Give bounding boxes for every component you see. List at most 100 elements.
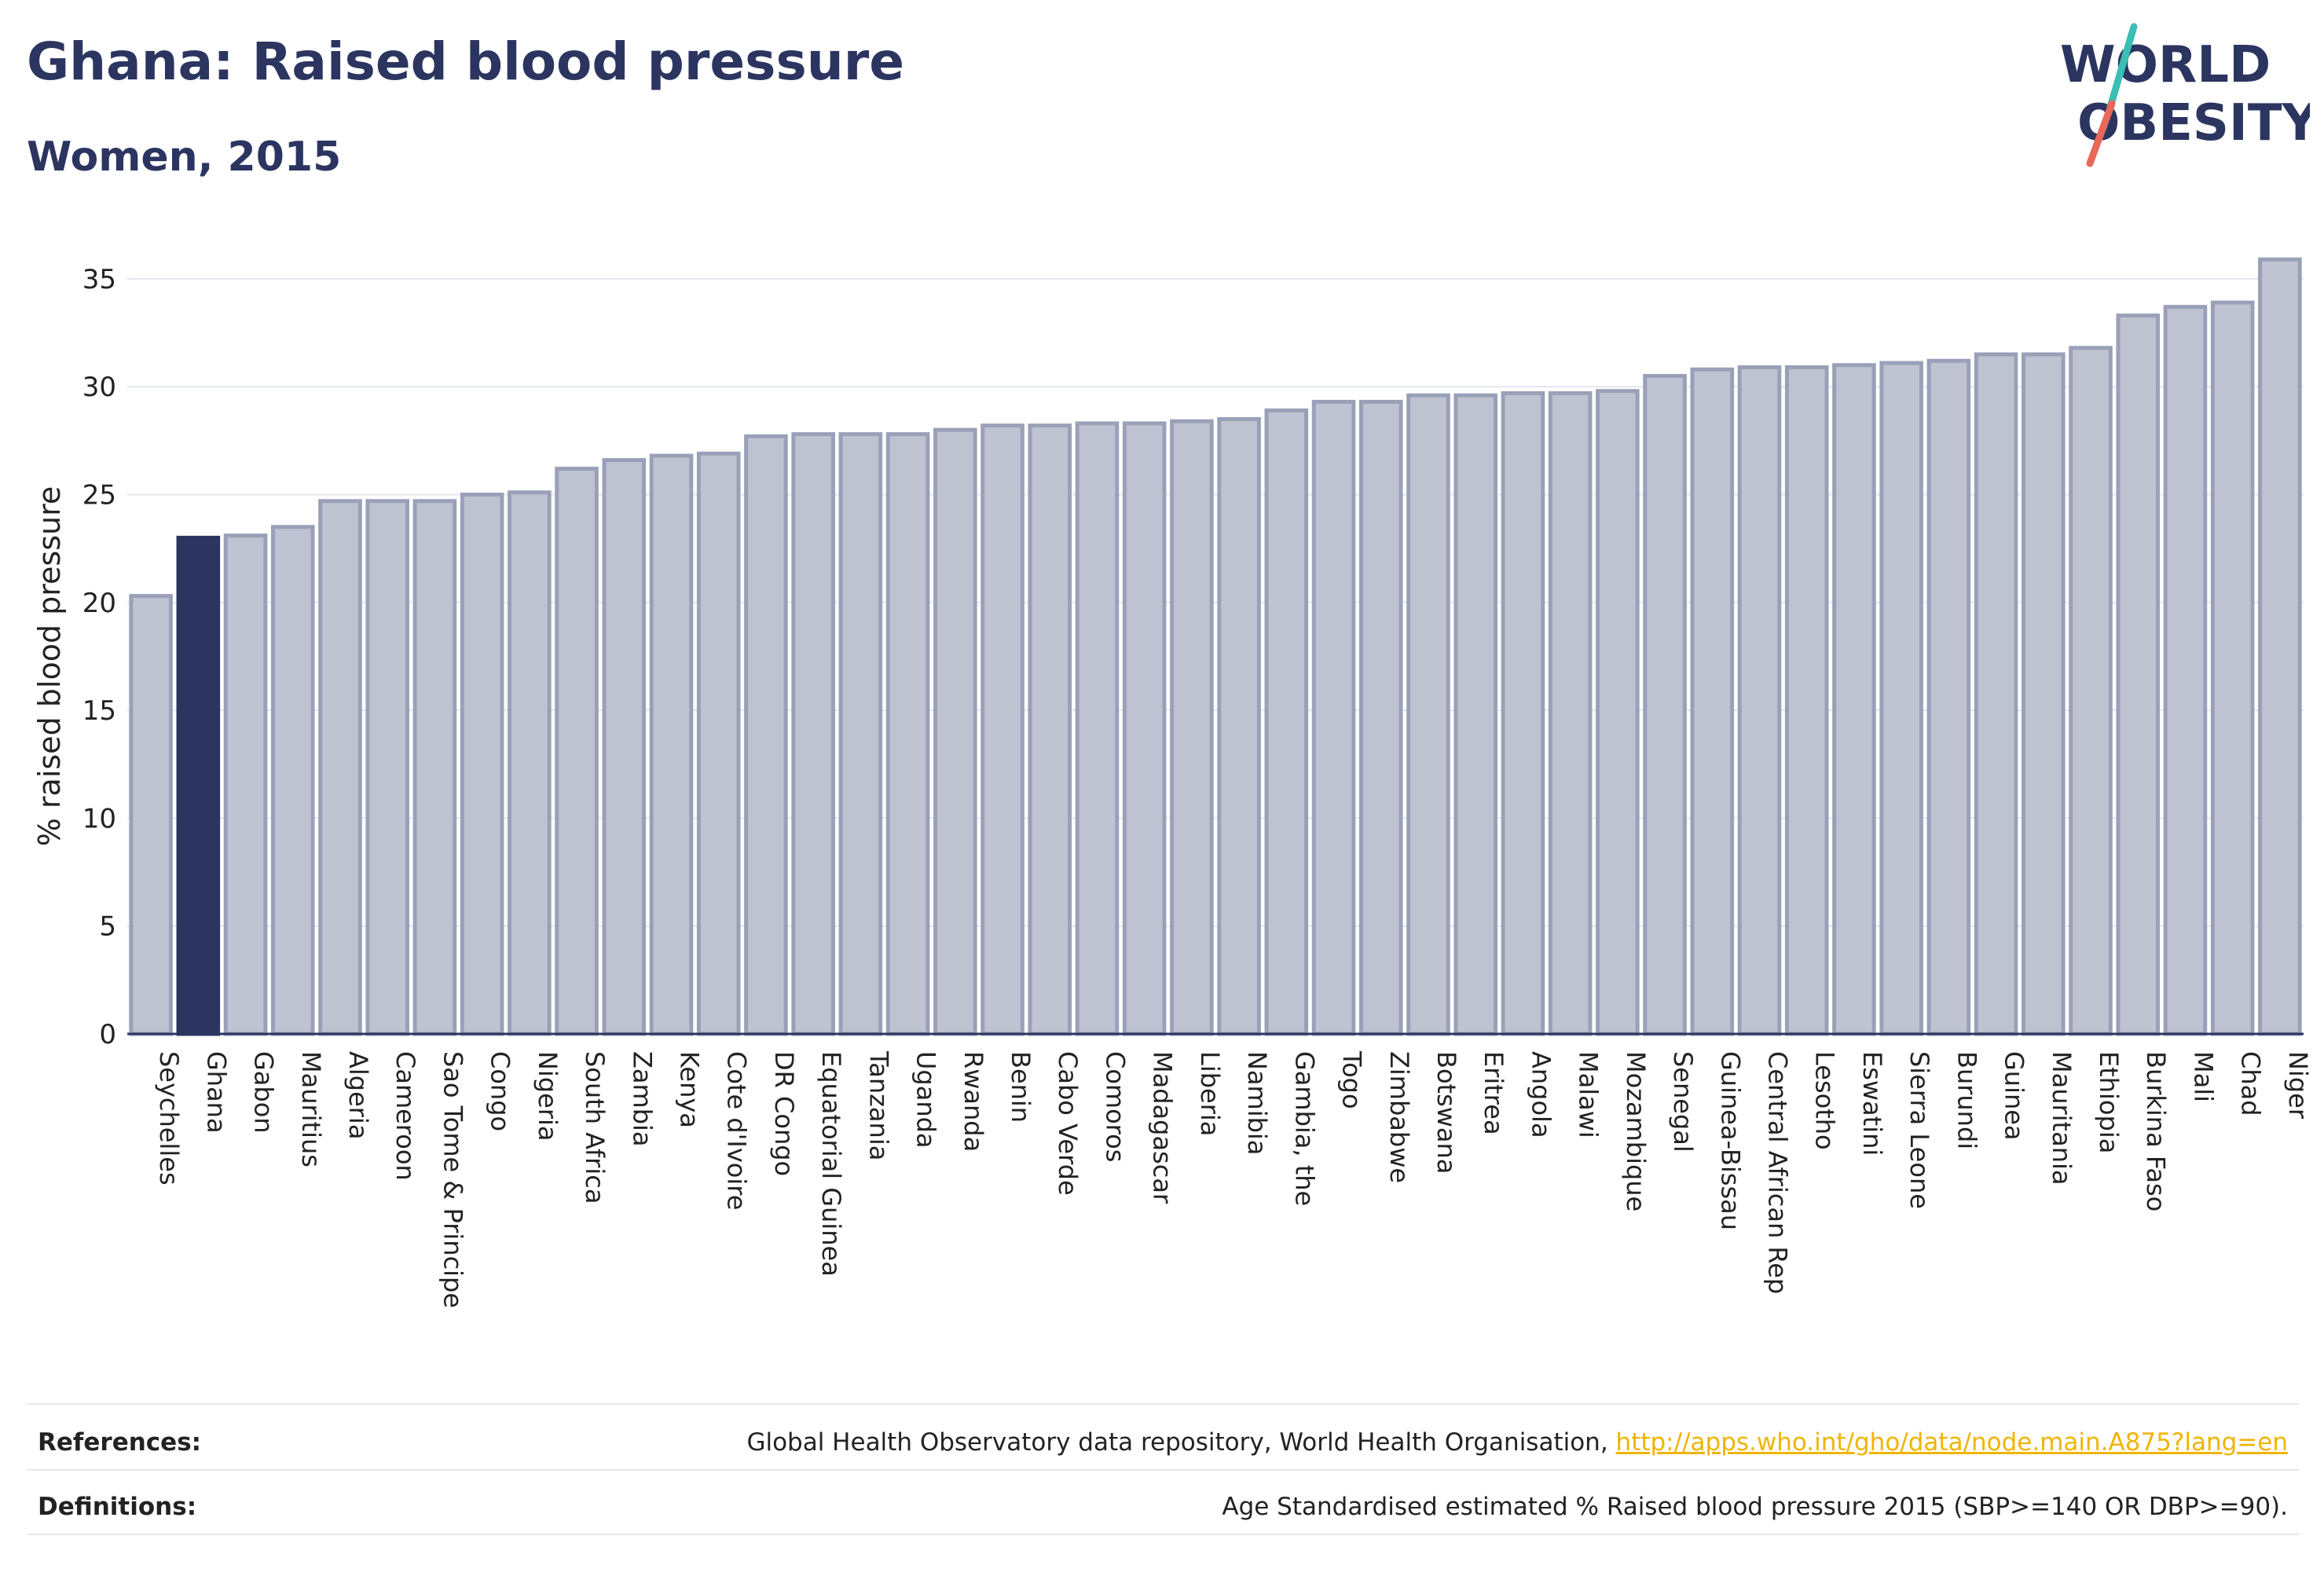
bar-senegal (1643, 373, 1687, 1036)
bars (129, 257, 2302, 1036)
x-tick-label: Gambia, the (1289, 1051, 1319, 1206)
references-text: Global Health Observatory data repositor… (746, 1428, 1616, 1457)
bar-cabo-verde (1028, 423, 1072, 1036)
x-tick-label: Congo (486, 1051, 515, 1131)
bar-niger (2258, 257, 2302, 1036)
x-tick-label: Mozambique (1621, 1051, 1651, 1211)
x-tick-label: Sierra Leone (1904, 1051, 1934, 1209)
x-tick-label: Zambia (627, 1051, 657, 1147)
bar-tanzania (838, 432, 883, 1036)
bar-comoros (1075, 421, 1120, 1036)
x-tick-label: Nigeria (533, 1051, 563, 1141)
x-tick-label: Burundi (1952, 1051, 1981, 1149)
x-tick-label: Gabon (249, 1051, 279, 1134)
bar-chad (2210, 300, 2255, 1036)
x-tick-label: South Africa (580, 1051, 610, 1204)
world-obesity-logo: WORLD OBESITY (2060, 23, 2310, 167)
logo-slash-top (2106, 23, 2138, 111)
y-axis-label: % raised blood pressure (32, 486, 67, 847)
bar-malawi (1548, 390, 1593, 1036)
bar-benin (981, 423, 1025, 1036)
x-tick-label: Mauritania (2047, 1051, 2077, 1185)
x-tick-label: Sao Tome & Principe (438, 1051, 467, 1308)
bar-botswana (1406, 393, 1450, 1036)
bar-eritrea (1453, 393, 1497, 1036)
x-tick-label: DR Congo (769, 1051, 799, 1176)
chart-title: Ghana: Raised blood pressure (27, 31, 905, 92)
references-value: Global Health Observatory data repositor… (746, 1428, 2288, 1457)
bar-equatorial-guinea (791, 432, 835, 1036)
logo-line-obesity: OBESITY (2077, 94, 2310, 152)
logo-line-world: WORLD (2060, 36, 2271, 94)
definitions-value: Age Standardised estimated % Raised bloo… (1222, 1493, 2288, 1521)
x-tick-label: Malawi (1574, 1051, 1604, 1138)
x-tick-label: Namibia (1242, 1051, 1272, 1155)
x-tick-label: Senegal (1668, 1051, 1698, 1153)
footer-divider-bottom (27, 1534, 2299, 1535)
definitions-label: Definitions: (38, 1493, 197, 1521)
x-tick-label: Kenya (675, 1051, 705, 1128)
y-tick-label: 25 (82, 480, 116, 511)
x-tick-label: Madagascar (1148, 1051, 1178, 1204)
x-tick-label: Liberia (1195, 1051, 1225, 1136)
logo-slash-bottom (2086, 100, 2116, 167)
x-tick-label: Rwanda (959, 1051, 988, 1152)
x-tick-label: Burkina Faso (2141, 1051, 2171, 1211)
x-tick-label: Seychelles (154, 1051, 184, 1186)
bar-nigeria (508, 490, 552, 1036)
y-tick-label: 35 (82, 264, 116, 295)
bar-eswatini (1832, 363, 1876, 1036)
x-tick-label: Botswana (1431, 1051, 1461, 1174)
bar-dr-congo (744, 434, 788, 1036)
bar-mauritania (2022, 352, 2066, 1036)
bar-ghana (176, 535, 221, 1036)
bar-ethiopia (2069, 346, 2113, 1036)
references-link[interactable]: http://apps.who.int/gho/data/node.main.A… (1615, 1428, 2288, 1457)
bar-togo (1311, 399, 1356, 1036)
x-tick-label: Zimbabwe (1384, 1051, 1414, 1183)
bar-lesotho (1784, 365, 1829, 1036)
bar-uganda (885, 432, 930, 1036)
bar-zambia (602, 458, 647, 1036)
bar-sao-tome-principe (412, 499, 457, 1036)
bar-congo (460, 493, 504, 1036)
bar-rwanda (933, 427, 977, 1036)
x-tick-label: Cameroon (390, 1051, 420, 1181)
x-tick-label: Cote d'Ivoire (722, 1051, 752, 1210)
bar-liberia (1170, 419, 1214, 1036)
x-tick-label: Ghana (201, 1051, 231, 1134)
footer-divider-middle (27, 1469, 2299, 1471)
bar-guinea (1974, 352, 2018, 1036)
bar-sierra-leone (1879, 361, 1923, 1036)
bar-guinea-bissau (1690, 367, 1735, 1036)
x-tick-label: Mali (2188, 1051, 2218, 1102)
definitions-row: Definitions: Age Standardised estimated … (27, 1475, 2299, 1538)
x-tick-label: Guinea (2000, 1051, 2029, 1141)
x-tick-label: Ethiopia (2094, 1051, 2124, 1153)
bar-cote-d-ivoire (696, 451, 741, 1036)
bar-angola (1501, 390, 1545, 1036)
bar-kenya (649, 453, 694, 1036)
bar-burundi (1926, 358, 1971, 1036)
x-tick-label: Equatorial Guinea (816, 1051, 846, 1277)
x-tick-label: Lesotho (1810, 1051, 1840, 1150)
x-tick-label: Chad (2236, 1051, 2266, 1116)
x-tick-label: Benin (1006, 1051, 1036, 1123)
bar-central-african-rep (1737, 365, 1782, 1036)
x-tick-label: Cabo Verde (1053, 1051, 1083, 1196)
bar-mozambique (1596, 389, 1640, 1036)
bar-chart: 0 5 10 15 20 25 30 35 Seychelles Ghana Gabon Mauri… (32, 257, 2313, 1308)
x-tick-label: Mauritius (296, 1051, 326, 1167)
y-tick-label: 5 (99, 911, 116, 943)
references-row: References: Global Health Observatory da… (27, 1411, 2299, 1474)
bar-gambia-the (1264, 408, 1309, 1036)
y-tick-label: 20 (82, 588, 116, 619)
x-tick-label: Eritrea (1479, 1051, 1508, 1135)
chart-subtitle: Women, 2015 (27, 134, 342, 181)
x-tick-label: Togo (1337, 1050, 1367, 1109)
x-tick-label: Guinea-Bissau (1715, 1051, 1745, 1230)
bar-namibia (1217, 416, 1261, 1036)
x-tick-label: Central African Rep (1763, 1051, 1793, 1294)
x-tick-label: Eswatini (1857, 1051, 1887, 1156)
bar-south-africa (555, 467, 599, 1036)
